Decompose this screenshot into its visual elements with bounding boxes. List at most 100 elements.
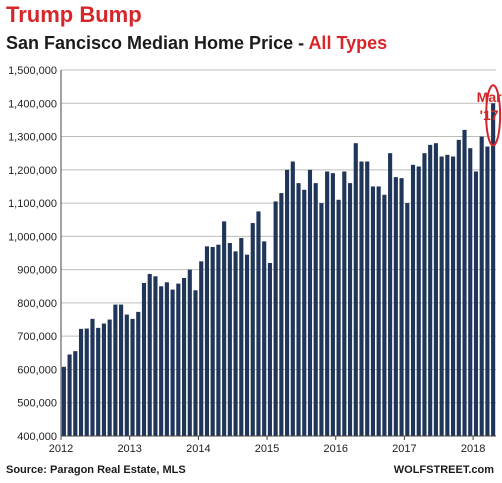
subtitle-highlight: All Types [308,33,388,53]
bar [107,319,112,436]
bar [204,246,210,436]
bar [216,244,221,436]
bar [388,153,393,436]
bar [479,136,484,436]
bar [422,153,427,436]
bar [153,276,158,436]
bar [365,161,370,436]
bar [399,178,404,437]
bar [113,304,118,436]
bar [78,328,84,436]
bar [416,166,421,436]
bars [61,103,496,437]
bar [462,129,467,436]
callout-year: '17 [480,107,499,123]
bar [244,254,250,436]
bar [296,183,301,436]
bar [279,193,284,436]
x-tick-label: 2014 [186,443,210,455]
y-tick-label: 800,000 [17,298,57,310]
bar [393,177,398,436]
y-tick-label: 1,400,000 [8,98,57,110]
bar [187,269,192,436]
y-tick-label: 700,000 [17,331,57,343]
x-tick-label: 2016 [323,443,347,455]
bar [256,211,261,436]
y-tick-label: 1,100,000 [8,198,57,210]
bar [90,318,95,436]
bar [239,238,244,436]
bar [473,171,479,436]
chart-title: Trump Bump [6,2,142,27]
bar [313,183,318,436]
bar [176,283,181,436]
bar [227,243,232,436]
bar [101,323,106,436]
y-tick-label: 1,300,000 [8,132,57,144]
bar [210,247,215,436]
bar [222,221,227,436]
y-axis-ticks: 400,000 500,000 600,000 700,000 800,000 900,0… [8,65,57,443]
y-tick-label: 600,000 [17,364,57,376]
bar [262,241,267,436]
y-tick-label: 1,200,000 [8,165,57,177]
bar [325,171,330,436]
bar [330,173,335,437]
subtitle-main: San Fancisco Median Home Price - [6,33,309,53]
bar [382,194,387,436]
bar [267,262,272,436]
callout-month: Mar [477,89,502,105]
bar [353,143,358,436]
bar [433,143,438,436]
bar [250,223,255,436]
bar [342,171,347,436]
bar [67,354,72,436]
source-note: Source: Paragon Real Estate, MLS [6,464,186,476]
bar [233,251,238,436]
bar [164,282,169,436]
bar [456,139,461,436]
y-tick-label: 900,000 [17,265,57,277]
bar [147,273,152,436]
bar [485,146,490,436]
bar [347,183,353,436]
callout: Mar '17 [477,84,502,147]
bar [130,318,135,436]
bar [273,201,278,436]
x-tick-label: 2013 [117,443,141,455]
bar [410,164,416,436]
axes [60,70,496,437]
brand-label: WOLFSTREET.com [393,464,494,476]
x-tick-label: 2018 [461,443,485,455]
y-tick-label: 400,000 [17,431,57,443]
x-tick-label: 2017 [392,443,416,455]
x-tick-label: 2012 [49,443,73,455]
bar [302,189,307,436]
bar [141,282,147,436]
bar [370,186,376,436]
bar [307,169,313,436]
bar [181,277,187,436]
bar [428,144,433,436]
bar [336,199,341,436]
bar [119,304,124,436]
x-axis-ticks: 2012 2013 2014 2015 2016 2017 2018 [49,436,485,455]
bar [199,261,204,436]
bar [439,156,444,436]
bar [491,103,496,436]
bar [136,311,141,436]
bar [84,328,89,436]
callout-ellipse [485,84,502,147]
y-tick-label: 1,000,000 [8,231,57,243]
bar [285,169,290,436]
bar [124,314,129,436]
bar [193,290,198,436]
bar [61,366,66,436]
y-tick-label: 1,500,000 [8,65,57,77]
y-tick-label: 500,000 [17,398,57,410]
x-tick-label: 2015 [255,443,279,455]
bar [376,186,381,436]
chart-subtitle: San Fancisco Median Home Price - All Typ… [6,33,387,54]
bar [319,203,324,436]
bar [445,154,450,436]
